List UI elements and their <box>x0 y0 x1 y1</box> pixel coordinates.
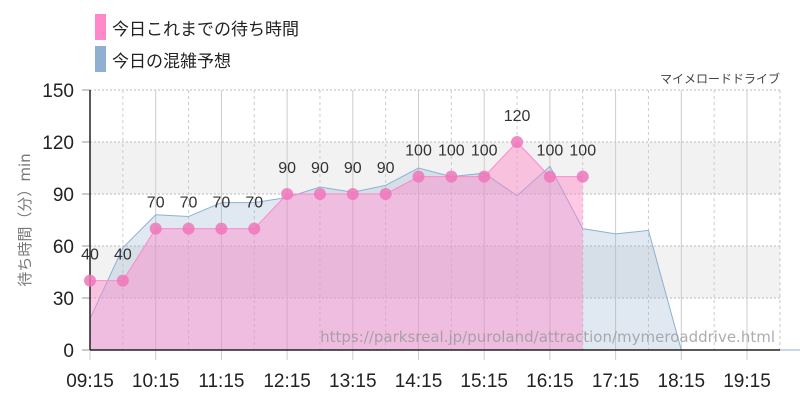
data-label: 70 <box>147 195 165 212</box>
data-label: 90 <box>344 160 362 177</box>
data-label: 70 <box>180 195 198 212</box>
legend-label-forecast: 今日の混雑予想 <box>112 51 231 72</box>
actual-point <box>478 170 491 183</box>
actual-point <box>576 170 589 183</box>
data-label: 70 <box>213 195 231 212</box>
legend-actual: 今日これまでの待ち時間 <box>95 14 299 40</box>
x-tick-label: 12:15 <box>263 371 311 392</box>
data-label: 100 <box>438 143 465 160</box>
x-tick-label: 09:15 <box>66 371 114 392</box>
actual-point <box>215 222 228 235</box>
x-tick-label: 13:15 <box>329 371 377 392</box>
watermark: https://parksreal.jp/puroland/attraction… <box>320 328 775 346</box>
data-label: 40 <box>114 247 132 264</box>
x-tick-label: 15:15 <box>460 371 508 392</box>
actual-point <box>116 274 129 287</box>
y-tick-label: 90 <box>53 185 74 206</box>
forecast-area <box>90 166 800 350</box>
actual-point <box>543 170 556 183</box>
y-tick-label: 30 <box>53 289 74 310</box>
legend-forecast: 今日の混雑予想 <box>95 46 231 72</box>
data-label: 90 <box>278 160 296 177</box>
data-label: 40 <box>81 247 99 264</box>
data-label: 100 <box>471 143 498 160</box>
x-tick-label: 16:15 <box>526 371 574 392</box>
y-tick-label: 0 <box>63 341 74 362</box>
actual-point <box>182 222 195 235</box>
y-axis-label: 待ち時間（分）min <box>16 153 34 286</box>
legend-label-actual: 今日これまでの待ち時間 <box>112 19 299 40</box>
actual-point <box>346 188 359 200</box>
x-tick-label: 19:15 <box>723 371 771 392</box>
actual-point <box>313 188 326 200</box>
legend-swatch-actual <box>95 14 106 40</box>
actual-line <box>90 141 583 282</box>
grid-band <box>90 142 780 194</box>
actual-point <box>84 274 96 287</box>
actual-point <box>149 222 162 235</box>
x-tick-label: 17:15 <box>592 371 640 392</box>
data-label: 100 <box>537 143 564 160</box>
data-label: 120 <box>504 108 531 125</box>
actual-point <box>511 136 524 148</box>
y-tick-label: 150 <box>42 81 74 102</box>
y-tick-label: 60 <box>53 237 74 258</box>
x-tick-label: 18:15 <box>658 371 706 392</box>
brand-label: マイメロードドライブ <box>659 72 780 86</box>
actual-point <box>248 222 261 235</box>
data-label: 90 <box>311 160 329 177</box>
actual-area <box>90 142 583 350</box>
data-label: 90 <box>377 160 395 177</box>
actual-point <box>379 188 392 200</box>
x-tick-label: 11:15 <box>198 371 244 392</box>
data-label: 70 <box>245 195 263 212</box>
data-label: 100 <box>569 143 596 160</box>
actual-point <box>412 170 425 183</box>
y-tick-label: 120 <box>42 133 74 154</box>
actual-point <box>445 170 458 183</box>
legend-swatch-forecast <box>95 46 106 72</box>
x-tick-label: 10:15 <box>132 371 180 392</box>
actual-point <box>281 188 294 200</box>
x-tick-label: 14:15 <box>395 371 443 392</box>
data-label: 100 <box>405 143 432 160</box>
